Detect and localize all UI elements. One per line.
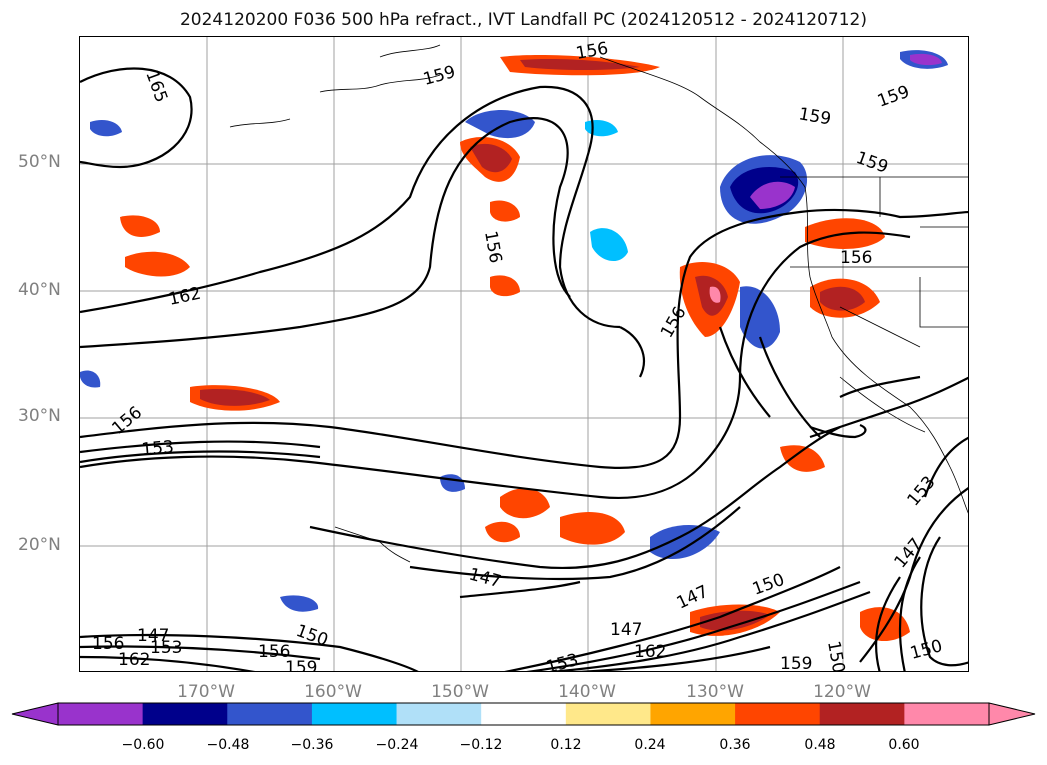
map-plot-area: 165 159 156 159 159 156 162 156 153 156 … <box>79 36 969 672</box>
colorbar-tick: −0.24 <box>375 737 419 753</box>
contour-label: 150 <box>750 570 787 600</box>
contour-label: 156 <box>480 229 505 264</box>
lon-label-170w: 170°W <box>177 682 235 702</box>
lon-label-140w: 140°W <box>558 682 616 702</box>
lat-label-50n: 50°N <box>18 152 61 172</box>
coastlines <box>229 44 968 563</box>
colorbar-cell <box>735 703 821 725</box>
contour-label: 153 <box>904 472 940 510</box>
colorbar-cell <box>227 703 313 725</box>
contour-label: 156 <box>258 642 290 662</box>
colorbar-tick: 0.24 <box>634 737 666 753</box>
contour-label: 159 <box>285 658 317 672</box>
lat-label-20n: 20°N <box>18 535 61 555</box>
contour-label: 159 <box>853 148 890 178</box>
colorbar-cells <box>58 703 990 725</box>
colorbar-border <box>57 702 990 726</box>
colorbar-tick: −0.48 <box>206 737 250 753</box>
map-canvas: 165 159 156 159 159 156 162 156 153 156 … <box>80 37 968 672</box>
contour-label: 162 <box>167 284 203 310</box>
contour-label: 150 <box>908 636 945 664</box>
height-contours <box>80 67 968 671</box>
colorbar-cell <box>650 703 736 725</box>
contour-label: 150 <box>823 639 848 672</box>
contour-label: 159 <box>875 82 912 112</box>
contour-label: 153 <box>141 437 175 460</box>
lon-label-160w: 160°W <box>304 682 362 702</box>
colorbar-cell <box>565 703 651 725</box>
contour-label: 156 <box>92 634 124 654</box>
contour-label: 159 <box>797 104 832 129</box>
contour-label: 159 <box>780 654 812 672</box>
colorbar-cell <box>58 703 144 725</box>
colorbar-tick: 0.36 <box>719 737 751 753</box>
colorbar-cell <box>481 703 567 725</box>
shaded-field <box>80 50 948 642</box>
colorbar-cell <box>904 703 990 725</box>
contour-label: 150 <box>293 621 330 651</box>
contour-label: 147 <box>891 534 927 572</box>
colorbar-tick: 0.48 <box>804 737 836 753</box>
contour-label: 147 <box>137 626 169 646</box>
lat-label-40n: 40°N <box>18 280 61 300</box>
colorbar <box>11 702 1036 726</box>
colorbar-tick: 0.12 <box>550 737 582 753</box>
lon-label-130w: 130°W <box>686 682 744 702</box>
colorbar-cell <box>819 703 905 725</box>
map-title: 2024120200 F036 500 hPa refract., IVT La… <box>179 10 867 30</box>
colorbar-cell <box>142 703 228 725</box>
lat-label-30n: 30°N <box>18 406 61 426</box>
contour-label: 162 <box>118 650 150 670</box>
lon-label-150w: 150°W <box>431 682 489 702</box>
contour-label: 156 <box>657 303 691 341</box>
colorbar-extend-max <box>988 702 1036 726</box>
contour-label: 156 <box>840 248 872 268</box>
colorbar-cell <box>396 703 482 725</box>
colorbar-tick: −0.12 <box>459 737 503 753</box>
contour-label: 153 <box>150 638 182 658</box>
colorbar-tick: −0.60 <box>121 737 165 753</box>
contour-label: 162 <box>634 642 666 662</box>
lon-label-120w: 120°W <box>813 682 871 702</box>
colorbar-tick: −0.36 <box>290 737 334 753</box>
contour-label: 159 <box>421 62 458 90</box>
colorbar-tick: 0.60 <box>888 737 920 753</box>
contour-label: 165 <box>141 68 171 105</box>
contour-label: 147 <box>610 620 642 640</box>
colorbar-cell <box>311 703 398 725</box>
contour-label: 147 <box>467 565 504 593</box>
contour-label: 153 <box>544 650 581 672</box>
colorbar-extend-min <box>11 702 59 726</box>
